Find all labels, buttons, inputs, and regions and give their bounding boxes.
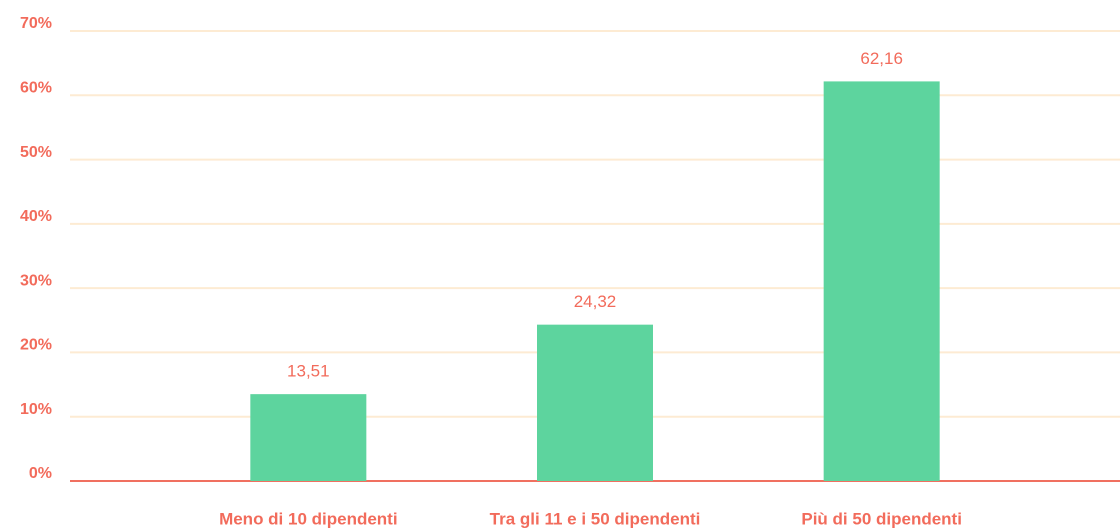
x-tick-label: Meno di 10 dipendenti xyxy=(219,509,398,528)
y-tick-label: 0% xyxy=(29,465,52,482)
bar xyxy=(537,324,653,481)
value-label: 24,32 xyxy=(574,292,617,311)
bar xyxy=(250,394,367,481)
value-label: 62,16 xyxy=(860,49,903,68)
x-tick-label: Più di 50 dipendenti xyxy=(801,509,962,528)
y-tick-label: 30% xyxy=(20,272,52,289)
y-tick-label: 60% xyxy=(20,80,52,97)
y-tick-label: 50% xyxy=(20,144,52,161)
y-tick-label: 10% xyxy=(20,401,52,418)
y-tick-label: 40% xyxy=(20,208,52,225)
x-tick-label: Tra gli 11 e i 50 dipendenti xyxy=(490,509,701,528)
bar xyxy=(823,81,940,482)
value-label: 13,51 xyxy=(287,362,330,381)
y-tick-label: 20% xyxy=(20,337,52,354)
y-tick-label: 70% xyxy=(20,15,52,32)
